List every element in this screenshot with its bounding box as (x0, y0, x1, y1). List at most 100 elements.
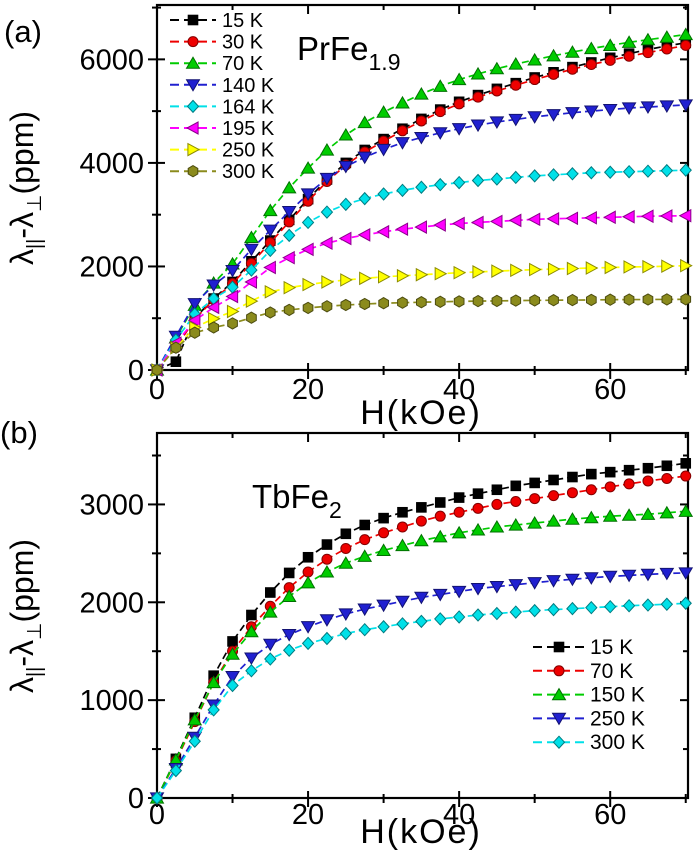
legend-label: 300 K (590, 731, 645, 754)
triangle-left-marker-icon (187, 313, 201, 328)
triangle-down-marker-icon (225, 264, 240, 278)
legend-label: 150 K (590, 684, 645, 707)
square-marker-icon (302, 551, 314, 563)
triangle-up-marker-icon (527, 516, 543, 529)
series-line (156, 298, 686, 371)
hexagon-marker-icon (302, 301, 314, 315)
circle-marker-icon (548, 68, 560, 80)
square-marker-icon (397, 506, 408, 518)
circle-marker-icon (472, 502, 484, 514)
diamond-marker-icon (490, 172, 504, 186)
triangle-down-marker-icon (678, 99, 694, 112)
square-marker-icon (434, 497, 446, 508)
plot-box (155, 3, 690, 372)
ylabel-perp-sub: ⊥ (24, 623, 46, 640)
triangle-left-marker-icon (622, 209, 635, 224)
chart-title: PrFe1.9 (297, 30, 401, 75)
hexagon-marker-icon (529, 294, 540, 307)
circle-marker-icon (642, 47, 654, 59)
triangle-down-marker-icon (527, 577, 543, 590)
triangle-right-marker-icon (226, 304, 240, 319)
triangle-down-marker-icon (300, 188, 316, 201)
diamond-marker-icon (452, 610, 466, 624)
x-tick-label: 0 (149, 799, 165, 831)
circle-marker-icon (553, 665, 565, 677)
triangle-right-marker-icon (415, 267, 429, 282)
ylabel-perp-sub: ⊥ (24, 195, 46, 212)
triangle-up-marker-icon (621, 35, 637, 48)
triangle-right-marker-icon (529, 262, 542, 277)
diamond-marker-icon (471, 173, 485, 188)
circle-marker-icon (321, 553, 333, 565)
circle-marker-icon (585, 484, 597, 496)
hexagon-marker-icon (187, 165, 199, 178)
triangle-up-marker-icon (551, 687, 567, 701)
y-tick-label: 0 (128, 355, 144, 387)
diamond-marker-icon (490, 606, 504, 621)
triangle-up-marker-icon (376, 105, 391, 118)
diamond-marker-icon (566, 167, 579, 181)
triangle-left-marker-icon (244, 275, 258, 289)
ylabel-units: (ppm) (4, 111, 40, 195)
circle-marker-icon (359, 534, 371, 546)
hexagon-marker-icon (189, 326, 201, 339)
square-marker-icon (416, 502, 427, 513)
triangle-down-marker-icon (376, 599, 391, 613)
plot-box (155, 431, 690, 800)
chart-title: TbFe2 (252, 478, 342, 523)
square-marker-icon (321, 539, 333, 550)
circle-marker-icon (510, 495, 522, 507)
triangle-down-marker-icon (414, 131, 429, 145)
diamond-marker-icon (169, 763, 183, 778)
square-marker-icon (170, 356, 182, 368)
circle-marker-icon (491, 85, 503, 97)
circle-marker-icon (415, 115, 427, 127)
triangle-down-marker-icon (583, 572, 599, 585)
circle-marker-icon (453, 506, 465, 518)
ylabel-lambda: λ (4, 249, 40, 265)
hexagon-marker-icon (321, 300, 333, 313)
hexagon-marker-icon (680, 293, 692, 306)
triangle-up-marker-icon (414, 87, 429, 100)
triangle-down-marker-icon (357, 603, 373, 617)
triangle-up-marker-icon (432, 529, 448, 543)
x-axis-label: H(kOe) (360, 394, 482, 432)
triangle-right-marker-icon (302, 277, 316, 292)
triangle-right-marker-icon (472, 265, 486, 279)
triangle-left-marker-icon (395, 222, 409, 237)
square-marker-icon (246, 609, 257, 621)
diamond-marker-icon (282, 643, 296, 657)
hexagon-marker-icon (227, 317, 238, 330)
triangle-right-marker-icon (453, 265, 467, 280)
triangle-down-marker-icon (376, 143, 391, 157)
circle-marker-icon (415, 515, 427, 527)
circle-marker-icon (434, 510, 446, 522)
x-tick-label: 60 (594, 374, 626, 406)
hexagon-marker-icon (661, 293, 673, 306)
x-tick-label: 40 (443, 374, 475, 406)
circle-marker-icon (378, 527, 390, 539)
triangle-down-marker-icon (244, 652, 259, 666)
diamond-marker-icon (528, 603, 541, 618)
legend-label: 140 K (222, 75, 275, 97)
hexagon-marker-icon (378, 297, 389, 310)
triangle-up-marker-icon (244, 230, 259, 244)
series-300k (151, 293, 692, 377)
triangle-left-marker-icon (565, 211, 579, 226)
triangle-left-marker-icon (470, 215, 484, 230)
triangle-up-marker-icon (281, 180, 297, 194)
hexagon-marker-icon (491, 294, 503, 308)
diamond-marker-icon (604, 599, 617, 614)
circle-marker-icon (340, 542, 352, 554)
hexagon-marker-icon (548, 294, 559, 307)
legend-entry-164k: 164 K (170, 96, 275, 118)
triangle-right-marker-icon (396, 268, 410, 283)
triangle-right-marker-icon (187, 142, 201, 157)
diamond-marker-icon (245, 664, 258, 678)
triangle-left-marker-icon (301, 242, 314, 257)
chart-title-subscript: 1.9 (369, 49, 401, 75)
square-marker-icon (642, 462, 654, 474)
diamond-marker-icon (679, 596, 692, 611)
x-tick-label: 60 (594, 799, 626, 831)
triangle-right-marker-icon (245, 294, 259, 308)
